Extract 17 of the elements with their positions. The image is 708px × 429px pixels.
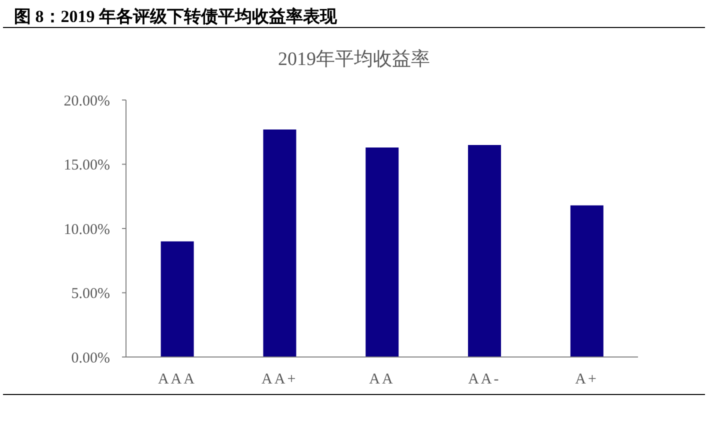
x-tick-label: AA- bbox=[468, 372, 501, 388]
y-tick-label: 20.00% bbox=[64, 93, 110, 110]
y-tick-label: 0.00% bbox=[71, 350, 110, 366]
y-tick-label: 15.00% bbox=[64, 158, 110, 174]
chart-title: 图 8：2019 年各评级下转债平均收益率表现 bbox=[14, 6, 337, 28]
x-tick-label: AA+ bbox=[262, 372, 298, 388]
x-tick-label: AA bbox=[369, 372, 395, 388]
y-tick-label: 10.00% bbox=[64, 222, 110, 238]
x-tick-label: A+ bbox=[575, 372, 598, 388]
x-tick-label: AAA bbox=[158, 372, 196, 388]
bar bbox=[366, 148, 399, 357]
bar bbox=[468, 144, 502, 357]
chart-subtitle: 2019年平均收益率 bbox=[277, 48, 431, 72]
bar bbox=[570, 205, 604, 357]
bar bbox=[263, 130, 296, 357]
y-tick-label: 5.00% bbox=[71, 286, 110, 302]
bar bbox=[160, 241, 194, 357]
